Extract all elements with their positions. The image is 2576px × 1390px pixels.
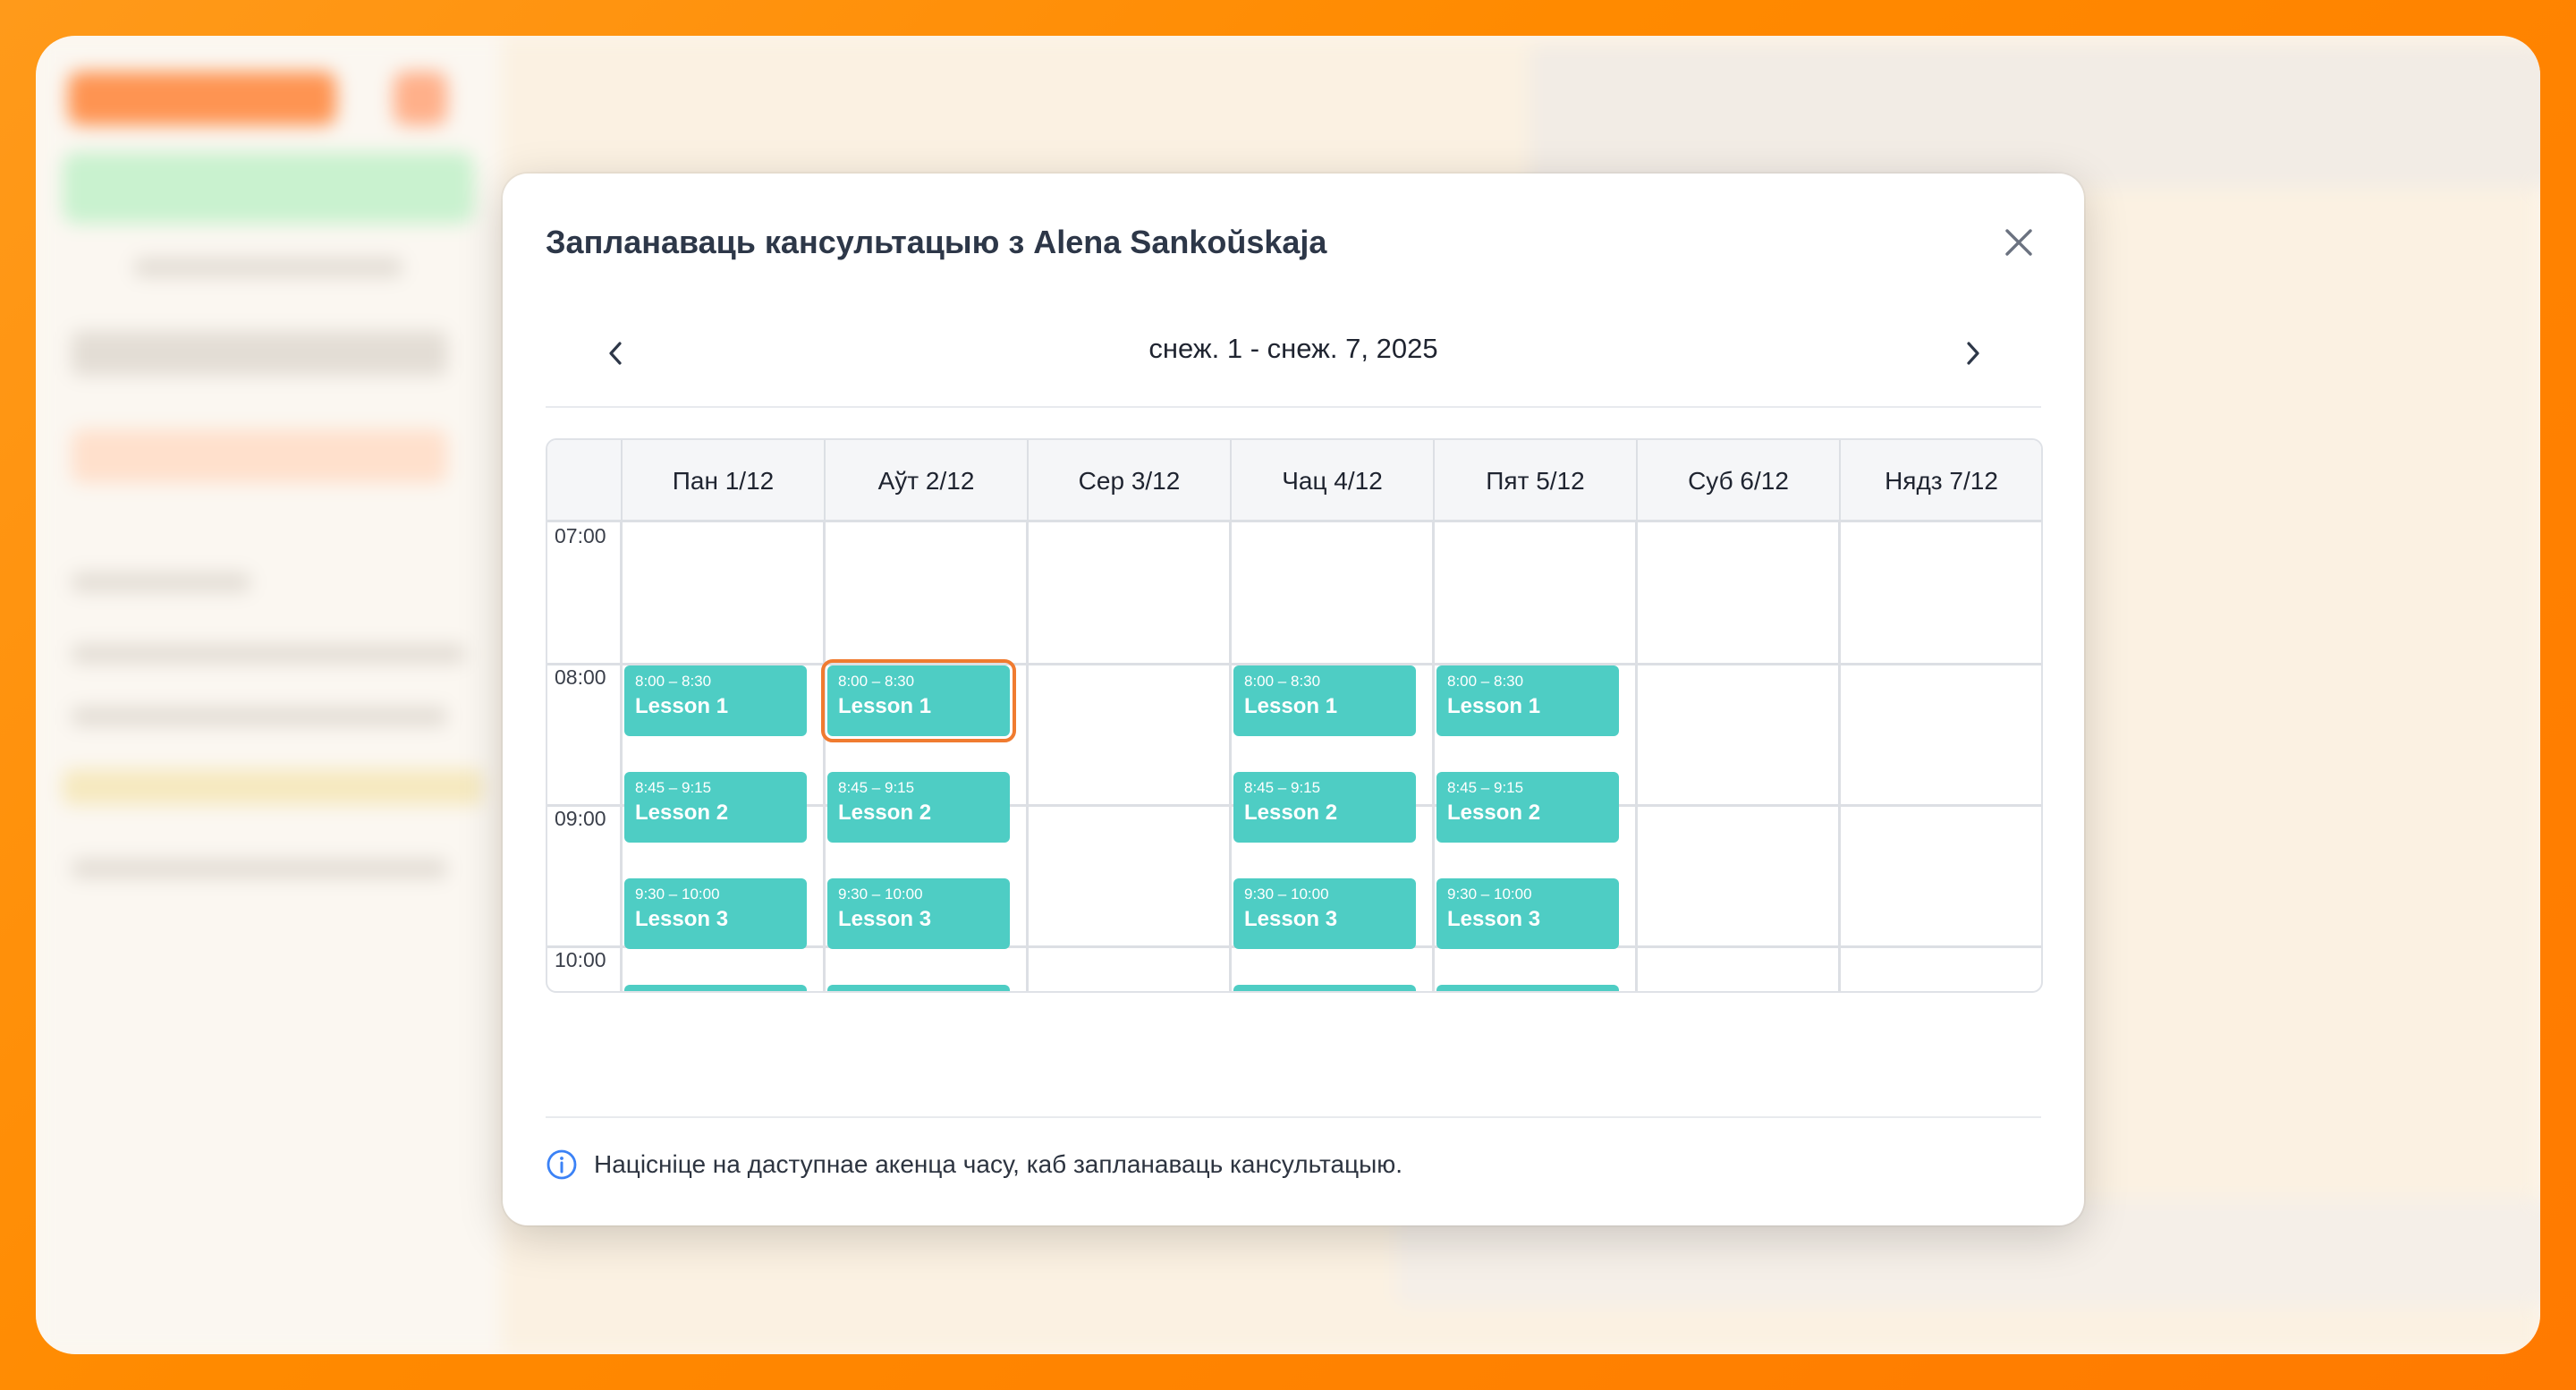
slot-name: Lesson 3 [635, 907, 729, 931]
slot-time: 8:00 – 8:30 [1447, 673, 1524, 690]
slot-time: 9:30 – 10:00 [1244, 886, 1329, 903]
day-header: Суб 6/12 [1636, 440, 1839, 522]
bg-text-line [72, 859, 447, 878]
bg-text-line [134, 258, 402, 277]
slot-time: 8:45 – 9:15 [838, 779, 915, 796]
bg-green-button [63, 152, 474, 224]
time-slot[interactable]: 10:15 – 10:45Lesson 4 [624, 985, 807, 993]
slot-time: 10:15 – 10:45 [635, 992, 796, 993]
time-slot[interactable]: 9:30 – 10:00 Lesson 3 [1233, 878, 1416, 949]
slot-name: Lesson 1 [838, 694, 932, 718]
week-calendar: Пан 1/12 Аўт 2/12 Сер 3/12 Чац 4/12 Пят 5/12… [546, 438, 2043, 993]
close-icon [2005, 229, 2032, 256]
slot-name: Lesson 3 [1447, 907, 1541, 931]
column-divider [823, 522, 826, 991]
day-header: Пят 5/12 [1433, 440, 1636, 522]
info-text: Націсніце на даступнае акенца часу, каб … [594, 1150, 1403, 1178]
time-slot[interactable]: 8:45 – 9:15 Lesson 2 [1233, 772, 1416, 843]
column-divider [620, 522, 623, 991]
bg-text-line [72, 707, 447, 726]
slot-time: 10:15 – 10:45 [1244, 992, 1405, 993]
time-slot[interactable]: 8:45 – 9:15 Lesson 2 [827, 772, 1010, 843]
slot-time: 9:30 – 10:00 [1447, 886, 1532, 903]
slot-name: Lesson 2 [838, 801, 932, 825]
slot-name: Lesson 2 [1244, 801, 1338, 825]
next-week-button[interactable] [1950, 331, 1995, 376]
time-slot[interactable]: 10:15 – 10:45Lesson 4 [1233, 985, 1416, 993]
calendar-header: Пан 1/12 Аўт 2/12 Сер 3/12 Чац 4/12 Пят 5/12… [547, 440, 2041, 522]
day-header: Пан 1/12 [621, 440, 824, 522]
column-divider [1229, 522, 1232, 991]
hour-label: 10:00 [555, 948, 606, 971]
slot-name: Lesson 1 [635, 694, 729, 718]
day-header: Нядз 7/12 [1839, 440, 2041, 522]
prev-week-button[interactable] [594, 331, 639, 376]
column-divider [1026, 522, 1029, 991]
slot-name: Lesson 3 [838, 907, 932, 931]
slot-time: 8:45 – 9:15 [635, 779, 712, 796]
bg-text-line [72, 331, 447, 376]
bg-header [1530, 45, 2540, 188]
time-slot[interactable]: 9:30 – 10:00 Lesson 3 [1436, 878, 1619, 949]
chevron-right-icon [1967, 342, 1979, 365]
time-slot[interactable]: 8:00 – 8:30 Lesson 1 [1436, 665, 1619, 736]
slot-time: 8:00 – 8:30 [1244, 673, 1321, 690]
time-slot[interactable]: 8:45 – 9:15 Lesson 2 [1436, 772, 1619, 843]
day-header: Сер 3/12 [1027, 440, 1230, 522]
slot-time: 8:45 – 9:15 [1447, 779, 1524, 796]
day-header: Чац 4/12 [1230, 440, 1433, 522]
close-button[interactable] [1996, 220, 2041, 265]
time-slot[interactable]: 9:30 – 10:00 Lesson 3 [827, 878, 1010, 949]
slot-time: 9:30 – 10:00 [635, 886, 720, 903]
bg-sidebar [36, 36, 501, 1354]
bg-text-line [72, 644, 465, 664]
time-slot[interactable]: 10:15 – 10:45Lesson 4 [1436, 985, 1619, 993]
bg-yellow-row [63, 769, 483, 805]
bg-logo [68, 72, 336, 125]
time-slot[interactable]: 8:00 – 8:30 Lesson 1 [624, 665, 807, 736]
hour-label: 09:00 [555, 807, 606, 830]
hour-label: 07:00 [555, 524, 606, 547]
time-slot[interactable]: 10:15 – 10:45Lesson 4 [827, 985, 1010, 993]
slot-time: 8:00 – 8:30 [635, 673, 712, 690]
time-slot[interactable]: 8:45 – 9:15 Lesson 2 [624, 772, 807, 843]
slot-time: 8:45 – 9:15 [1244, 779, 1321, 796]
date-range-label: снеж. 1 - снеж. 7, 2025 [1148, 333, 1438, 364]
slot-time: 9:30 – 10:00 [838, 886, 923, 903]
bg-orange-row [72, 429, 447, 483]
slot-name: Lesson 3 [1244, 907, 1338, 931]
slot-name: Lesson 1 [1244, 694, 1338, 718]
time-slot[interactable]: 8:00 – 8:30 Lesson 1 [821, 659, 1016, 742]
hour-divider [547, 663, 2041, 665]
slot-time: 10:15 – 10:45 [838, 992, 999, 993]
slot-name: Lesson 1 [1447, 694, 1541, 718]
modal-title: Запланаваць кансультацыю з Alena Sankoŭs… [546, 224, 1327, 260]
day-header: Аўт 2/12 [824, 440, 1027, 522]
column-divider [1432, 522, 1435, 991]
bg-text-line [72, 572, 250, 592]
info-icon [547, 1149, 577, 1180]
time-slot[interactable]: 9:30 – 10:00 Lesson 3 [624, 878, 807, 949]
hour-label: 08:00 [555, 665, 606, 689]
time-slot[interactable]: 8:00 – 8:30 Lesson 1 [1233, 665, 1416, 736]
slot-time: 10:15 – 10:45 [1447, 992, 1608, 993]
column-divider [1635, 522, 1638, 991]
slot-name: Lesson 2 [1447, 801, 1541, 825]
info-row: Націсніце на даступнае акенца часу, каб … [546, 1148, 1402, 1181]
column-divider [1838, 522, 1841, 991]
divider-top [546, 406, 2041, 408]
schedule-modal: Запланаваць кансультацыю з Alena Sankoŭs… [503, 174, 2084, 1225]
slot-time: 8:00 – 8:30 [838, 673, 915, 690]
chevron-left-icon [609, 342, 622, 365]
time-column: 07:00 08:00 09:00 10:00 [547, 522, 621, 991]
divider-bottom [546, 1116, 2041, 1118]
bg-logo-secondary [394, 72, 447, 125]
slot-name: Lesson 2 [635, 801, 729, 825]
